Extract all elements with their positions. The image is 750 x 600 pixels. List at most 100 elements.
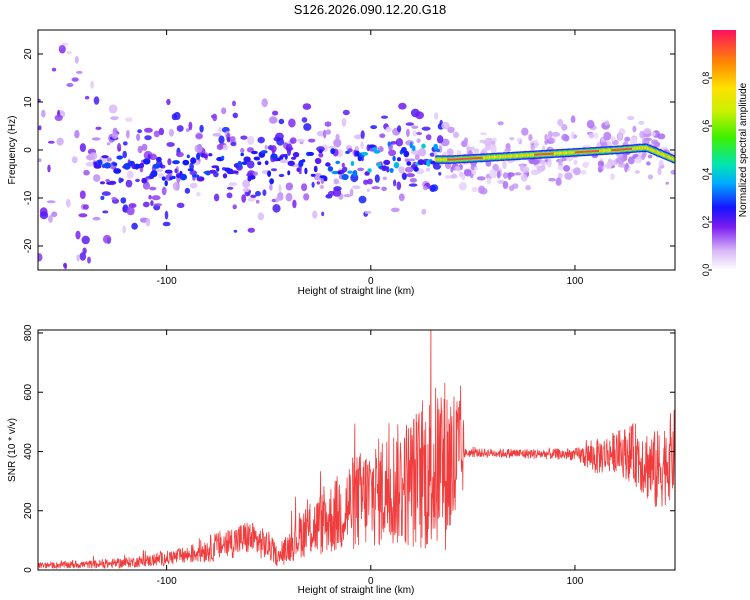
- spectrogram-cell-206: [59, 45, 64, 49]
- spectrogram-cell-715: [251, 150, 258, 155]
- spectrogram-cell-194: [189, 170, 198, 176]
- spectrogram-cell-291: [66, 51, 72, 55]
- spectrogram-cell-532: [416, 131, 423, 136]
- snr-panel: -100 0 100 0 200 400 600 800 Height of straigh…: [7, 324, 676, 596]
- spectrogram-cell-659: [113, 168, 122, 174]
- spectrogram-cell-416: [269, 183, 273, 191]
- spectrogram-cell-236: [268, 116, 278, 124]
- spectrogram-cell-327: [38, 253, 43, 262]
- spectrogram-cell-497: [316, 146, 325, 152]
- spectrogram-cell-601: [390, 207, 400, 213]
- spectrogram-cell-256: [122, 225, 127, 234]
- spectrogram-cell-531: [421, 208, 427, 215]
- spectrogram-cell-570: [135, 178, 140, 183]
- spectrogram-cell-49: [184, 187, 191, 194]
- spectrogram-x-tick-label: -100: [157, 276, 177, 287]
- spectrogram-cell-336: [189, 182, 198, 189]
- spectrogram-cell-594: [430, 184, 439, 192]
- spectrogram-cell-174: [278, 118, 285, 125]
- spectrogram-cell-627: [480, 132, 487, 136]
- spectrogram-cell-789: [433, 143, 439, 151]
- spectrogram-cell-671: [142, 158, 151, 165]
- spectrogram-cell-719: [260, 150, 268, 154]
- spectrogram-cell-505: [624, 164, 628, 173]
- spectrogram-x-tick-label: 100: [567, 276, 584, 287]
- spectrogram-cell-682: [171, 175, 176, 180]
- spectrogram-cell-716: [253, 156, 261, 161]
- spectrogram-cell-616: [153, 203, 163, 207]
- spectrogram-cell-584: [456, 166, 461, 172]
- spectrogram-cell-477: [76, 70, 83, 74]
- spectrogram-cell-399: [436, 135, 444, 144]
- spectrogram-cell-361: [257, 212, 265, 221]
- spectrogram-cell-748: [331, 170, 339, 175]
- spectrogram-y-ticks: -20 -10 0 10 20: [23, 48, 675, 253]
- spectrogram-cell-250: [144, 127, 153, 133]
- spectrogram-cell-674: [150, 170, 158, 178]
- spectrogram-cell-563: [172, 181, 180, 191]
- spectrogram-cell-540: [417, 148, 427, 157]
- spectrogram-y-tick-label: 0: [23, 147, 34, 153]
- spectrogram-cell-678: [161, 176, 166, 181]
- spectrogram-cell-652: [97, 159, 103, 166]
- spectrogram-cell-418: [586, 120, 595, 129]
- spectrogram-cell-227: [670, 169, 675, 175]
- spectrogram-cell-136: [126, 170, 134, 179]
- spectrogram-cell-58: [278, 184, 282, 193]
- spectrogram-cell-276: [247, 227, 255, 233]
- spectrogram-cell-553: [85, 161, 94, 167]
- spectrogram-cell-373: [247, 197, 256, 202]
- spectrogram-cell-740: [313, 165, 318, 173]
- spectrogram-cell-166: [168, 128, 174, 137]
- spectrogram-cell-405: [422, 185, 428, 191]
- spectrogram-cell-559: [102, 234, 112, 244]
- spectrogram-cell-339: [502, 181, 509, 189]
- spectrogram-cell-578: [363, 179, 369, 185]
- spectrogram-cell-565: [573, 159, 578, 165]
- spectrogram-cell-520: [194, 144, 203, 153]
- spectrogram-cell-522: [406, 128, 410, 137]
- spectrogram-x-tick-label: 0: [368, 276, 374, 287]
- spectrogram-cell-225: [297, 138, 305, 143]
- spectrogram-cell-471: [659, 165, 665, 169]
- spectrogram-cell-219: [232, 100, 236, 107]
- spectrogram-cell-370: [153, 130, 160, 138]
- spectrogram-cell-514: [547, 158, 552, 168]
- spectrogram-cell-660: [116, 155, 123, 160]
- spectrogram-cell-201: [557, 118, 564, 127]
- spectrogram-cell-29: [261, 98, 268, 108]
- spectrogram-cell-707: [230, 170, 239, 174]
- spectrogram-cell-62: [342, 109, 350, 116]
- spectrogram-cell-606: [51, 211, 58, 218]
- spectrogram-cell-646: [233, 229, 238, 233]
- spectrogram-cell-628: [641, 153, 646, 161]
- spectrogram-cell-176: [411, 125, 419, 129]
- spectrogram-cell-213: [155, 168, 164, 173]
- spectrogram-cell-709: [237, 160, 243, 168]
- spectrogram-cell-729: [287, 170, 291, 176]
- spectrogram-cell-310: [47, 164, 51, 173]
- colorbar-label: Normalized spectral amplitude: [738, 82, 749, 217]
- spectrogram-cell-451: [415, 111, 424, 120]
- spectrogram-cell-512: [100, 195, 105, 201]
- spectrogram-cell-738: [307, 151, 314, 156]
- spectrogram-cell-141: [528, 134, 533, 141]
- spectrogram-cell-534: [303, 193, 310, 201]
- spectrogram-cell-571: [547, 130, 553, 139]
- spectrogram-cell-454: [643, 128, 652, 135]
- spectrogram-cell-269: [509, 137, 515, 141]
- spectrogram-cell-167: [388, 149, 397, 157]
- spectrogram-cell-423: [604, 120, 610, 126]
- spectrogram-cell-36: [657, 166, 662, 176]
- spectrogram-cell-735: [301, 159, 306, 163]
- spectrogram-cell-412: [279, 159, 288, 164]
- snr-x-tick-label: -100: [157, 576, 177, 587]
- spectrogram-cell-440: [617, 162, 626, 168]
- spectrogram-cell-260: [404, 166, 414, 173]
- spectrogram-cell-582: [176, 125, 184, 132]
- spectrogram-cell-470: [544, 141, 548, 145]
- spectrogram-cell-591: [471, 186, 478, 192]
- spectrogram-cell-97: [39, 211, 49, 220]
- spectrogram-cell-357: [323, 129, 327, 139]
